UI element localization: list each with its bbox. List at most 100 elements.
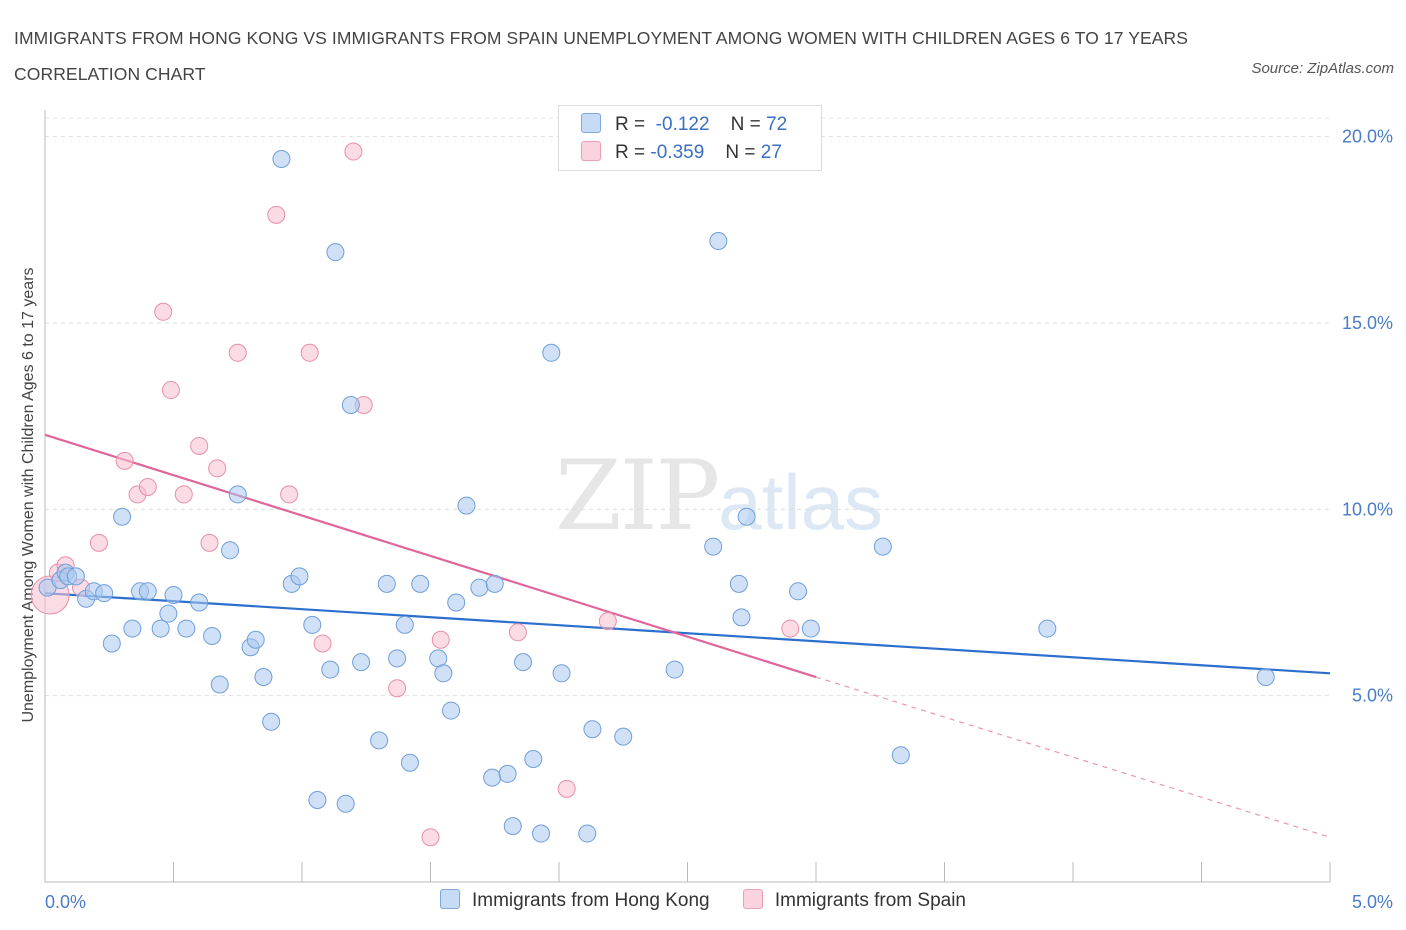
point-hong-kong <box>524 750 543 769</box>
x-tick-label: 5.0% <box>1352 892 1393 912</box>
point-hong-kong <box>221 541 240 560</box>
series-legend: Immigrants from Hong Kong Immigrants fro… <box>0 889 1406 912</box>
point-hong-kong <box>164 586 183 605</box>
point-hong-kong <box>709 231 728 250</box>
x-tick-label: 0.0% <box>45 892 86 912</box>
point-hong-kong <box>228 485 247 504</box>
point-spain <box>431 630 450 649</box>
point-hong-kong <box>583 720 602 739</box>
point-hong-kong <box>729 574 748 593</box>
point-spain <box>138 477 157 496</box>
legend-item-hong-kong: Immigrants from Hong Kong <box>440 889 710 912</box>
point-spain <box>557 779 576 798</box>
legend-r-label: R = <box>615 114 646 135</box>
point-hong-kong <box>352 653 371 672</box>
correlation-legend: R = -0.122 N = 72 R = -0.359 N = 27 <box>558 105 822 171</box>
legend-n-value: 27 <box>760 142 782 163</box>
point-hong-kong <box>395 615 414 634</box>
point-hong-kong <box>370 731 389 750</box>
point-spain <box>200 533 219 552</box>
point-hong-kong <box>442 701 461 720</box>
point-hong-kong <box>303 615 322 634</box>
legend-n-label: N = <box>730 114 761 135</box>
point-hong-kong <box>246 630 265 649</box>
point-spain <box>313 634 332 653</box>
point-hong-kong <box>95 584 114 603</box>
point-spain <box>161 381 180 400</box>
legend-r-value: -0.122 <box>655 114 710 135</box>
watermark: ZIPatlas <box>555 440 883 552</box>
chart-title: IMMIGRANTS FROM HONG KONG VS IMMIGRANTS … <box>14 28 1189 84</box>
point-hong-kong <box>159 604 178 623</box>
point-spain <box>115 451 134 470</box>
point-hong-kong <box>400 753 419 772</box>
point-spain <box>508 623 527 642</box>
point-hong-kong <box>891 746 910 765</box>
point-hong-kong <box>498 764 517 783</box>
legend-item-spain: Immigrants from Spain <box>742 889 966 912</box>
point-hong-kong <box>704 537 723 556</box>
point-hong-kong <box>483 768 502 787</box>
point-hong-kong <box>1038 619 1057 638</box>
point-spain <box>421 828 440 847</box>
point-hong-kong <box>503 817 522 836</box>
point-hong-kong <box>272 149 291 168</box>
tick-labels: 5.0% 10.0% 15.0% 20.0% 0.0% 5.0% <box>45 127 1393 912</box>
legend-n-label: N = <box>725 142 756 163</box>
legend-row-hong-kong: R = -0.122 N = 72 <box>581 113 787 137</box>
point-hong-kong <box>447 593 466 612</box>
point-hong-kong <box>190 593 209 612</box>
point-hong-kong <box>66 567 85 586</box>
point-hong-kong <box>203 627 222 646</box>
point-spain <box>190 436 209 455</box>
trend-lines <box>44 433 1331 838</box>
point-hong-kong <box>485 574 504 593</box>
point-hong-kong <box>377 574 396 593</box>
point-hong-kong <box>341 395 360 414</box>
point-hong-kong <box>514 653 533 672</box>
point-hong-kong <box>290 567 309 586</box>
point-hong-kong <box>113 507 132 526</box>
legend-n-value: 72 <box>766 114 788 135</box>
legend-swatch-spain <box>581 141 601 161</box>
point-hong-kong <box>732 608 751 627</box>
point-hong-kong <box>665 660 684 679</box>
point-hong-kong <box>737 507 756 526</box>
point-hong-kong <box>336 794 355 813</box>
point-hong-kong <box>789 582 808 601</box>
trend-line-spain <box>44 433 817 679</box>
y-tick-label: 10.0% <box>1342 499 1393 519</box>
point-hong-kong <box>388 649 407 668</box>
grid-lines <box>45 117 1330 697</box>
legend-swatch-hong-kong <box>581 113 601 133</box>
point-hong-kong <box>434 664 453 683</box>
legend-r-value: -0.359 <box>650 142 705 163</box>
point-spain <box>89 533 108 552</box>
point-spain <box>228 343 247 362</box>
point-hong-kong <box>326 243 345 262</box>
legend-r-label: R = <box>615 142 646 163</box>
point-hong-kong <box>210 675 229 694</box>
point-hong-kong <box>151 619 170 638</box>
point-spain <box>388 679 407 698</box>
series-name-spain: Immigrants from Spain <box>774 890 966 911</box>
point-hong-kong <box>470 578 489 597</box>
point-hong-kong <box>532 824 551 843</box>
y-tick-label: 20.0% <box>1342 127 1393 147</box>
point-hong-kong <box>1256 668 1275 687</box>
point-hong-kong <box>578 824 597 843</box>
axes <box>44 110 1331 883</box>
point-hong-kong <box>542 343 561 362</box>
legend-row-spain: R = -0.359 N = 27 <box>581 141 782 165</box>
point-hong-kong <box>102 634 121 653</box>
series-swatch-hong-kong <box>440 889 460 909</box>
point-spain <box>300 343 319 362</box>
point-spain <box>344 142 363 161</box>
point-spain <box>174 485 193 504</box>
point-spain <box>154 302 173 321</box>
point-hong-kong <box>308 791 327 810</box>
point-spain <box>208 459 227 478</box>
data-points <box>30 142 1275 847</box>
point-hong-kong <box>177 619 196 638</box>
point-hong-kong <box>614 727 633 746</box>
